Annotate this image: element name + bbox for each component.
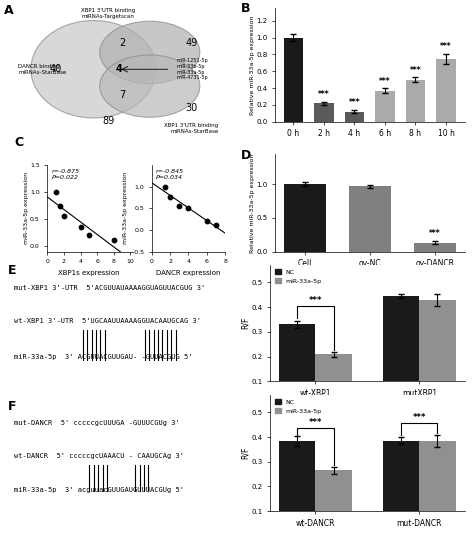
Point <box>175 202 183 210</box>
Text: 2: 2 <box>119 38 126 48</box>
Bar <box>419 441 456 536</box>
Text: 30: 30 <box>185 103 198 113</box>
Point <box>162 182 169 191</box>
Bar <box>314 103 334 122</box>
Point <box>184 204 192 213</box>
Text: 7: 7 <box>119 90 126 100</box>
Legend: NC, miR-33a-5p: NC, miR-33a-5p <box>273 268 323 285</box>
Y-axis label: R/F: R/F <box>241 447 250 459</box>
Text: mut-DANCR  5' cccccgcUUUGA -GUUUCGUg 3': mut-DANCR 5' cccccgcUUUGA -GUUUCGUg 3' <box>14 420 180 426</box>
Bar <box>383 441 419 536</box>
Text: mut-XBP1 3'-UTR  5'ACGUUAUAAAAGGUAGUUACGUG 3': mut-XBP1 3'-UTR 5'ACGUUAUAAAAGGUAGUUACGU… <box>14 286 205 292</box>
Text: 89: 89 <box>102 116 114 126</box>
Bar <box>345 111 365 122</box>
Y-axis label: Relative miR-33a-5p expression: Relative miR-33a-5p expression <box>250 15 255 115</box>
Point <box>203 217 210 226</box>
Bar <box>283 184 326 252</box>
Point <box>52 188 60 196</box>
Text: ***: *** <box>318 90 330 99</box>
Text: ***: *** <box>379 76 391 85</box>
Point <box>166 193 174 202</box>
Point <box>60 212 68 221</box>
Text: r=-0.875
P=0.022: r=-0.875 P=0.022 <box>52 169 80 180</box>
Point <box>110 235 118 244</box>
Bar <box>279 441 315 536</box>
Text: C: C <box>14 136 23 149</box>
Bar <box>348 187 391 252</box>
Legend: NC, miR-33a-5p: NC, miR-33a-5p <box>273 398 323 415</box>
X-axis label: DANCR expression: DANCR expression <box>156 270 221 276</box>
Text: miR-33a-5p  3' acguuacGUUGAUGUUUACGUg 5': miR-33a-5p 3' acguuacGUUGAUGUUUACGUg 5' <box>14 487 184 493</box>
Text: ***: *** <box>440 42 452 51</box>
Y-axis label: miR-33a-5p expression: miR-33a-5p expression <box>24 172 28 245</box>
Text: wt-XBP1 3'-UTR  5'UGCAAUUAAAAGGUACAAUGCAG 3': wt-XBP1 3'-UTR 5'UGCAAUUAAAAGGUACAAUGCAG… <box>14 318 201 324</box>
Text: XBP1 3'UTR binding
miRNAs-StarBase: XBP1 3'UTR binding miRNAs-StarBase <box>164 123 219 134</box>
Ellipse shape <box>31 21 156 118</box>
Text: XBP1 3'UTR binding
miRNAs-Targetscan: XBP1 3'UTR binding miRNAs-Targetscan <box>81 8 135 19</box>
Text: r=-0.845
P=0.034: r=-0.845 P=0.034 <box>155 169 183 180</box>
Text: miR-33a-5p  3' ACGUUACGUUGAU- -GUUACGUG 5': miR-33a-5p 3' ACGUUACGUUGAU- -GUUACGUG 5… <box>14 354 193 360</box>
Point <box>212 220 220 229</box>
Bar <box>315 354 352 406</box>
Text: A: A <box>4 4 13 17</box>
Point <box>77 223 84 232</box>
Text: D: D <box>241 149 251 162</box>
Text: ***: *** <box>429 229 440 238</box>
Y-axis label: R/F: R/F <box>241 317 250 329</box>
Text: ***: *** <box>309 296 322 305</box>
Point <box>85 231 93 240</box>
Point <box>56 201 64 210</box>
Text: ***: *** <box>349 98 360 108</box>
Bar <box>383 296 419 406</box>
Bar <box>436 58 456 122</box>
Text: ***: *** <box>410 65 421 75</box>
Bar <box>279 325 315 406</box>
Text: ***: *** <box>412 413 426 422</box>
X-axis label: XBP1s expression: XBP1s expression <box>58 270 120 276</box>
Text: miR-1251-5p
miR-33b-5p
miR-33a-5p
miR-4731-5p: miR-1251-5p miR-33b-5p miR-33a-5p miR-47… <box>177 58 209 81</box>
Bar <box>315 471 352 536</box>
Y-axis label: miR-33a-5p expression: miR-33a-5p expression <box>123 172 128 245</box>
Text: ***: *** <box>309 418 322 427</box>
Text: 4: 4 <box>115 64 122 74</box>
Text: 40: 40 <box>50 64 62 74</box>
Text: B: B <box>241 2 250 16</box>
Bar <box>406 80 425 122</box>
Bar <box>283 37 303 122</box>
Text: E: E <box>8 265 16 278</box>
Bar <box>419 300 456 406</box>
Text: wt-DANCR  5' cccccgcUAAACU - CAAUGCAg 3': wt-DANCR 5' cccccgcUAAACU - CAAUGCAg 3' <box>14 453 184 459</box>
Bar <box>375 90 395 122</box>
Text: 49: 49 <box>185 38 198 48</box>
Text: F: F <box>8 400 16 413</box>
Ellipse shape <box>100 21 200 83</box>
Y-axis label: Relative miR-33a-5p expression: Relative miR-33a-5p expression <box>250 153 255 253</box>
Text: DANCR binding
miRNAs-StarBase: DANCR binding miRNAs-StarBase <box>18 64 67 75</box>
Bar <box>414 243 456 252</box>
Ellipse shape <box>100 55 200 117</box>
